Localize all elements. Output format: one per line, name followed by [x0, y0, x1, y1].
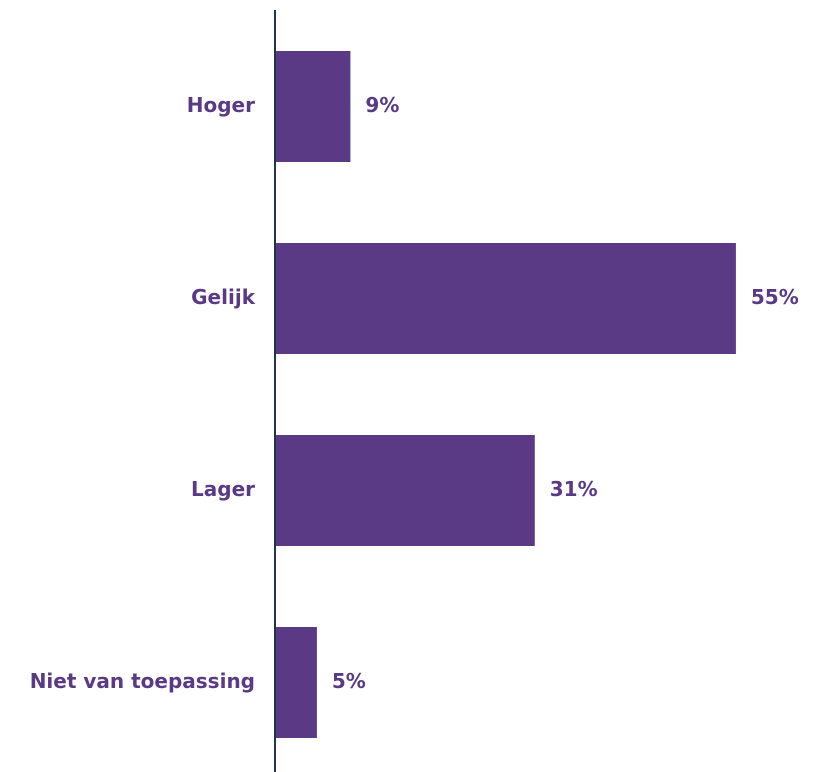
- bar-1: [275, 243, 736, 354]
- labels-layer: Hoger 9% Gelijk 55% Lager 31% Niet van toepass…: [30, 93, 799, 693]
- bar-0: [275, 51, 351, 162]
- value-label: 9%: [365, 93, 399, 117]
- value-label: 31%: [550, 477, 598, 501]
- bar-2: [275, 435, 535, 546]
- bars-layer: [275, 51, 736, 738]
- category-label: Hoger: [187, 93, 255, 117]
- value-label: 5%: [332, 669, 366, 693]
- category-label: Gelijk: [191, 285, 256, 309]
- category-label: Lager: [191, 477, 255, 501]
- bar-3: [275, 627, 317, 738]
- category-label: Niet van toepassing: [30, 669, 255, 693]
- value-label: 55%: [751, 285, 799, 309]
